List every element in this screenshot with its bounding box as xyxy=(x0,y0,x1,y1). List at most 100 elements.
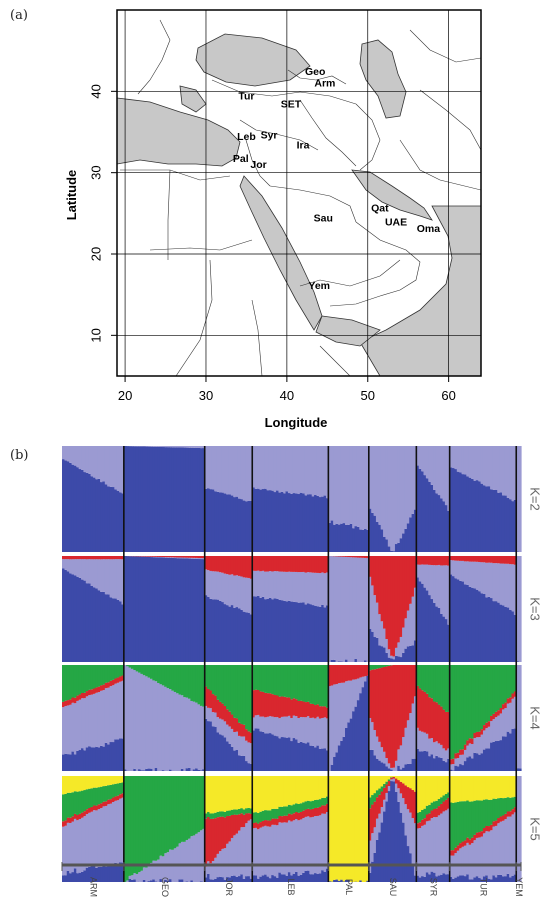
ancestry-segment xyxy=(466,561,470,585)
ancestry-segment xyxy=(161,770,165,771)
ancestry-segment xyxy=(123,665,127,770)
ancestry-segment xyxy=(385,556,389,640)
ancestry-segment xyxy=(235,718,239,732)
ancestry-segment xyxy=(354,526,358,552)
ancestry-segment xyxy=(271,490,275,552)
ancestry-segment xyxy=(375,665,379,669)
location-label-pal: Pal xyxy=(233,153,249,165)
ancestry-segment xyxy=(378,760,382,771)
ancestry-segment xyxy=(257,878,260,882)
ancestry-segment xyxy=(192,446,196,448)
ancestry-segment xyxy=(228,810,232,816)
ancestry-segment xyxy=(157,446,161,447)
ancestry-segment xyxy=(459,665,463,750)
ancestry-segment xyxy=(207,570,211,597)
ancestry-segment xyxy=(221,602,225,662)
ancestry-segment xyxy=(195,558,199,662)
ancestry-segment xyxy=(228,841,232,878)
ancestry-segment xyxy=(444,446,448,506)
ancestry-segment xyxy=(390,779,394,782)
ancestry-segment xyxy=(359,776,363,881)
ancestry-segment xyxy=(323,607,327,662)
ancestry-segment xyxy=(159,776,163,856)
ancestry-segment xyxy=(475,837,479,877)
ancestry-segment xyxy=(271,734,275,771)
ancestry-segment xyxy=(475,876,479,882)
ancestry-segment xyxy=(459,875,463,882)
ancestry-segment xyxy=(95,810,99,869)
ancestry-segment xyxy=(280,716,284,738)
map-water xyxy=(117,33,481,376)
ancestry-segment xyxy=(309,572,313,605)
ancestry-segment xyxy=(109,686,113,743)
x-tick-label: 40 xyxy=(280,388,294,403)
ancestry-segment xyxy=(176,447,180,552)
ancestry-segment xyxy=(83,580,87,662)
ancestry-segment xyxy=(397,542,401,552)
ancestry-segment xyxy=(309,801,313,810)
ancestry-segment xyxy=(345,879,348,882)
ancestry-segment xyxy=(152,557,156,662)
ancestry-segment xyxy=(433,489,436,552)
ancestry-segment xyxy=(302,717,306,743)
ancestry-segment xyxy=(130,879,134,882)
ancestry-segment xyxy=(304,604,308,662)
ancestry-segment xyxy=(142,446,146,552)
ancestry-segment xyxy=(147,776,151,866)
ancestry-segment xyxy=(316,556,320,573)
ancestry-segment xyxy=(328,686,332,771)
ancestry-segment xyxy=(492,556,496,564)
ancestry-segment xyxy=(361,676,365,688)
ancestry-segment xyxy=(92,665,96,689)
ancestry-segment xyxy=(511,698,515,729)
ancestry-segment xyxy=(364,776,368,882)
ancestry-segment xyxy=(278,718,282,739)
ancestry-segment xyxy=(245,577,249,613)
ancestry-segment xyxy=(247,665,251,732)
ancestry-segment xyxy=(176,776,180,847)
ancestry-segment xyxy=(387,446,391,547)
ancestry-segment xyxy=(390,446,394,551)
ancestry-segment xyxy=(295,776,299,804)
ancestry-segment xyxy=(316,716,320,746)
ancestry-segment xyxy=(416,875,420,882)
structure-row-k4 xyxy=(62,665,522,771)
ancestry-segment xyxy=(276,598,280,662)
ancestry-segment xyxy=(164,556,168,558)
ancestry-segment xyxy=(454,802,458,848)
ancestry-segment xyxy=(456,471,460,552)
ancestry-segment xyxy=(511,693,515,699)
ancestry-segment xyxy=(290,665,294,700)
ancestry-segment xyxy=(480,776,484,801)
ancestry-segment xyxy=(452,576,456,662)
ancestry-segment xyxy=(473,877,477,882)
ancestry-segment xyxy=(378,645,382,662)
ancestry-segment xyxy=(78,559,82,578)
ancestry-segment xyxy=(190,556,194,558)
ancestry-segment xyxy=(494,446,498,490)
ancestry-segment xyxy=(116,490,120,552)
ancestry-segment xyxy=(180,446,184,448)
ancestry-segment xyxy=(373,801,377,828)
ancestry-segment xyxy=(259,597,263,662)
ancestry-segment xyxy=(73,559,77,576)
ancestry-segment xyxy=(366,665,370,676)
ancestry-segment xyxy=(416,812,420,824)
ancestry-segment xyxy=(285,556,289,572)
ancestry-segment xyxy=(513,807,517,813)
ancestry-segment xyxy=(209,721,213,771)
ancestry-segment xyxy=(171,557,175,662)
ancestry-segment xyxy=(390,776,394,778)
ancestry-segment xyxy=(78,699,82,751)
ancestry-segment xyxy=(447,874,451,882)
ancestry-segment xyxy=(318,806,322,816)
ancestry-segment xyxy=(121,738,125,771)
ancestry-segment xyxy=(309,817,313,875)
ancestry-segment xyxy=(480,734,484,754)
ancestry-segment xyxy=(216,556,220,572)
ancestry-segment xyxy=(185,558,189,662)
ancestry-segment xyxy=(314,747,318,771)
ancestry-segment xyxy=(164,447,168,552)
ancestry-segment xyxy=(235,556,239,576)
